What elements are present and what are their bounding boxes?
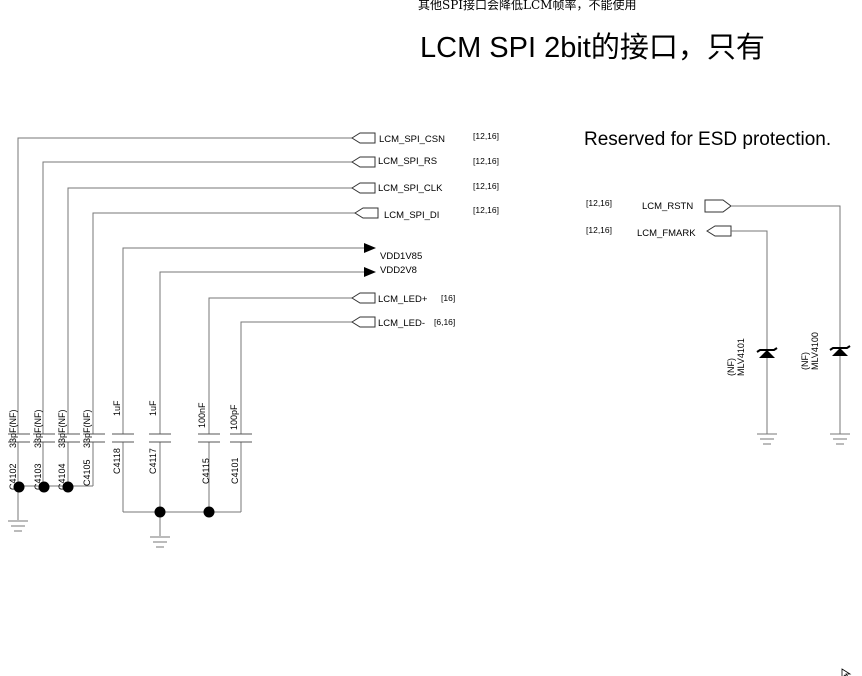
- svg-text:[16]: [16]: [441, 293, 455, 303]
- port-lcm-led-minus: LCM_LED- [6,16]: [351, 316, 455, 329]
- svg-text:[12,16]: [12,16]: [586, 198, 612, 208]
- wire-spi-di: [92, 212, 355, 486]
- svg-text:C4117: C4117: [148, 448, 158, 474]
- svg-text:LCM_SPI_RS: LCM_SPI_RS: [378, 156, 437, 167]
- port-lcm-led-plus: LCM_LED+ [16]: [351, 292, 455, 305]
- svg-text:33pF(NF): 33pF(NF): [33, 409, 43, 448]
- junction-dot: [38, 481, 50, 493]
- svg-text:1uF: 1uF: [148, 400, 158, 416]
- cursor-arrow-icon: [841, 668, 852, 676]
- svg-text:C4115: C4115: [201, 458, 211, 484]
- svg-text:(NF): (NF): [800, 352, 810, 370]
- svg-text:LCM_SPI_DI: LCM_SPI_DI: [384, 210, 439, 221]
- svg-text:33pF(NF): 33pF(NF): [57, 409, 67, 448]
- capacitor-c4117: 1uF C4117: [148, 400, 171, 474]
- svg-text:C4118: C4118: [112, 448, 122, 474]
- svg-text:LCM_SPI_CSN: LCM_SPI_CSN: [379, 134, 445, 145]
- capacitor-c4101: 100pF C4101: [229, 404, 252, 484]
- big-note: LCM SPI 2bit的接口，只有: [420, 31, 765, 64]
- capacitor-c4104: 33pF(NF) C4104: [57, 409, 80, 490]
- tvs-mlv4100: (NF) MLV4100: [800, 332, 851, 370]
- svg-text:VDD2V8: VDD2V8: [380, 265, 417, 276]
- port-lcm-spi-rs: LCM_SPI_RS [12,16]: [351, 156, 499, 168]
- capacitor-c4115: 100nF C4115: [197, 402, 220, 484]
- svg-text:33pF(NF): 33pF(NF): [8, 409, 18, 448]
- ground-symbol: [830, 433, 850, 445]
- port-lcm-fmark: [12,16] LCM_FMARK: [586, 225, 732, 239]
- wire-spi-clk: [67, 187, 352, 486]
- svg-text:LCM_SPI_CLK: LCM_SPI_CLK: [378, 183, 443, 194]
- svg-text:[12,16]: [12,16]: [473, 181, 499, 191]
- svg-text:C4103: C4103: [33, 463, 43, 490]
- capacitor-c4105: 33pF(NF) C4105: [82, 409, 105, 486]
- power-vdd1v85: VDD1V85: [364, 243, 422, 262]
- tvs-mlv4101: (NF) MLV4101: [726, 338, 778, 376]
- ground-symbol: [8, 520, 28, 532]
- svg-text:MLV4101: MLV4101: [736, 338, 746, 376]
- svg-text:100nF: 100nF: [197, 402, 207, 428]
- svg-text:[12,16]: [12,16]: [473, 156, 499, 166]
- svg-text:LCM_LED-: LCM_LED-: [378, 318, 425, 329]
- port-lcm-spi-di: LCM_SPI_DI [12,16]: [354, 205, 499, 221]
- capacitor-c4103: 33pF(NF) C4103: [33, 409, 55, 490]
- wire-rstn: [731, 205, 841, 434]
- svg-text:C4104: C4104: [57, 463, 67, 490]
- svg-text:LCM_RSTN: LCM_RSTN: [642, 201, 693, 212]
- port-lcm-rstn: [12,16] LCM_RSTN: [586, 198, 732, 213]
- wire-fmark: [731, 230, 768, 434]
- top-note: 其他SPI接口会降低LCM帧率，不能使用: [418, 0, 636, 12]
- svg-text:LCM_FMARK: LCM_FMARK: [637, 228, 696, 239]
- esd-note: Reserved for ESD protection.: [584, 129, 831, 150]
- wire-vdd2v8: [159, 271, 366, 512]
- power-vdd2v8: VDD2V8: [364, 265, 417, 277]
- svg-text:VDD1V85: VDD1V85: [380, 251, 422, 262]
- junction-dot: [62, 481, 74, 493]
- junction-dot: [13, 481, 25, 493]
- svg-text:[12,16]: [12,16]: [586, 225, 612, 235]
- port-lcm-spi-csn: LCM_SPI_CSN [12,16]: [351, 131, 499, 145]
- svg-text:(NF): (NF): [726, 358, 736, 376]
- junction-dot: [203, 506, 215, 518]
- wire-spi-rs: [42, 161, 352, 486]
- wire-led-minus: [240, 321, 352, 512]
- svg-text:[12,16]: [12,16]: [473, 205, 499, 215]
- svg-text:C4105: C4105: [82, 459, 92, 486]
- svg-text:LCM_LED+: LCM_LED+: [378, 294, 428, 305]
- wire-spi-csn: [17, 137, 352, 486]
- svg-text:100pF: 100pF: [229, 404, 239, 430]
- junction-dot: [154, 506, 166, 518]
- ground-symbol: [150, 536, 170, 548]
- svg-text:C4102: C4102: [8, 463, 18, 490]
- wire-vdd1v85: [122, 247, 366, 512]
- svg-text:33pF(NF): 33pF(NF): [82, 409, 92, 448]
- port-lcm-spi-clk: LCM_SPI_CLK [12,16]: [351, 181, 499, 194]
- ground-symbol: [757, 433, 777, 445]
- capacitor-c4102: 33pF(NF) C4102: [8, 409, 30, 490]
- svg-text:[12,16]: [12,16]: [473, 131, 499, 141]
- svg-text:MLV4100: MLV4100: [810, 332, 820, 370]
- svg-text:C4101: C4101: [230, 457, 240, 484]
- svg-text:[6,16]: [6,16]: [434, 317, 455, 327]
- capacitor-c4118: 1uF C4118: [112, 400, 134, 474]
- svg-text:1uF: 1uF: [112, 400, 122, 416]
